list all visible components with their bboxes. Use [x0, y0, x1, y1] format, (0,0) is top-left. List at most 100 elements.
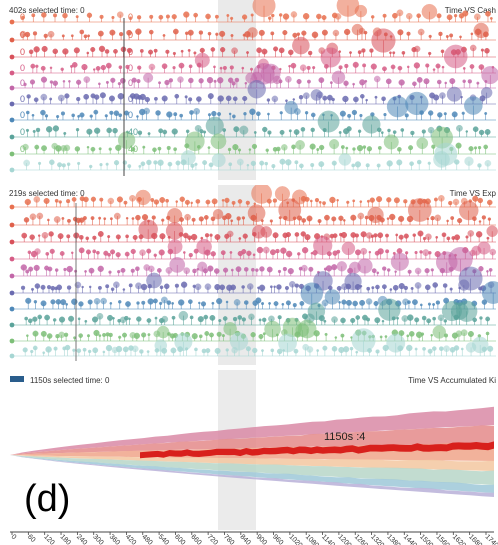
event-bubble[interactable]	[301, 218, 306, 223]
event-bubble[interactable]	[302, 92, 310, 100]
event-bubble[interactable]	[189, 315, 194, 320]
event-bubble[interactable]	[122, 332, 128, 338]
event-bubble[interactable]	[60, 299, 67, 306]
event-bubble[interactable]	[200, 236, 204, 240]
event-bubble[interactable]	[246, 250, 252, 257]
event-bubble[interactable]	[241, 66, 245, 70]
event-bubble[interactable]	[346, 299, 352, 306]
event-bubble[interactable]	[153, 199, 160, 205]
event-bubble[interactable]	[63, 332, 69, 337]
highlighted-stream-layer[interactable]	[140, 441, 494, 459]
event-bubble[interactable]	[249, 108, 256, 115]
event-bubble[interactable]	[340, 317, 346, 324]
event-bubble[interactable]	[432, 303, 436, 306]
event-bubble[interactable]	[422, 249, 430, 257]
event-bubble[interactable]	[264, 161, 269, 166]
event-bubble[interactable]	[139, 249, 146, 256]
event-bubble[interactable]	[78, 333, 83, 338]
event-bubble[interactable]	[46, 285, 52, 290]
event-bubble[interactable]	[487, 345, 494, 352]
event-bubble[interactable]	[214, 234, 221, 240]
event-bubble[interactable]	[292, 36, 310, 55]
event-bubble[interactable]	[111, 15, 115, 20]
event-bubble[interactable]	[309, 143, 316, 150]
event-bubble[interactable]	[362, 145, 367, 149]
event-bubble[interactable]	[49, 97, 53, 101]
event-bubble[interactable]	[264, 320, 281, 338]
event-bubble[interactable]	[98, 82, 101, 86]
event-bubble[interactable]	[155, 110, 161, 116]
event-bubble[interactable]	[256, 246, 264, 254]
timeline-row[interactable]	[9, 247, 496, 279]
event-bubble[interactable]	[92, 316, 99, 323]
event-bubble[interactable]	[282, 30, 288, 36]
event-bubble[interactable]	[180, 150, 196, 166]
event-bubble[interactable]	[292, 216, 297, 221]
event-bubble[interactable]	[271, 95, 279, 103]
event-bubble[interactable]	[37, 161, 42, 165]
event-bubble[interactable]	[99, 197, 104, 202]
event-bubble[interactable]	[110, 249, 116, 255]
event-bubble[interactable]	[161, 296, 168, 304]
event-bubble[interactable]	[104, 114, 108, 118]
event-bubble[interactable]	[419, 303, 423, 307]
stream-layer[interactable]	[10, 425, 494, 455]
event-bubble[interactable]	[66, 234, 71, 239]
event-bubble[interactable]	[86, 12, 93, 18]
event-bubble[interactable]	[410, 286, 414, 290]
event-bubble[interactable]	[168, 78, 174, 83]
stream-layer[interactable]	[10, 455, 494, 471]
event-bubble[interactable]	[334, 336, 338, 339]
event-bubble[interactable]	[444, 81, 448, 85]
event-bubble[interactable]	[352, 82, 355, 86]
event-bubble[interactable]	[485, 316, 491, 322]
event-bubble[interactable]	[398, 234, 404, 240]
event-bubble[interactable]	[273, 46, 279, 52]
event-bubble[interactable]	[251, 185, 272, 204]
event-bubble[interactable]	[461, 111, 465, 115]
event-bubble[interactable]	[211, 301, 215, 305]
event-bubble[interactable]	[193, 12, 199, 18]
event-bubble[interactable]	[59, 251, 65, 256]
event-bubble[interactable]	[34, 144, 40, 150]
event-bubble[interactable]	[407, 314, 414, 321]
event-bubble[interactable]	[184, 199, 190, 205]
event-bubble[interactable]	[455, 142, 462, 149]
event-bubble[interactable]	[120, 267, 126, 273]
event-bubble[interactable]	[480, 48, 485, 52]
event-bubble[interactable]	[360, 247, 368, 255]
event-bubble[interactable]	[288, 64, 291, 68]
event-bubble[interactable]	[175, 160, 181, 166]
event-bubble[interactable]	[40, 93, 48, 101]
event-bubble[interactable]	[26, 94, 31, 99]
event-bubble[interactable]	[365, 163, 370, 168]
event-bubble[interactable]	[97, 30, 104, 37]
event-bubble[interactable]	[37, 314, 43, 320]
event-bubble[interactable]	[255, 297, 262, 304]
event-bubble[interactable]	[227, 147, 232, 152]
event-bubble[interactable]	[258, 318, 262, 322]
event-bubble[interactable]	[58, 316, 66, 323]
event-bubble[interactable]	[371, 268, 377, 274]
event-bubble[interactable]	[148, 49, 154, 55]
event-bubble[interactable]	[41, 231, 49, 239]
event-bubble[interactable]	[423, 78, 430, 85]
event-bubble[interactable]	[229, 251, 233, 254]
event-bubble[interactable]	[117, 82, 121, 86]
event-bubble[interactable]	[390, 252, 409, 271]
event-bubble[interactable]	[318, 200, 322, 204]
event-bubble[interactable]	[477, 241, 491, 255]
event-bubble[interactable]	[217, 112, 222, 117]
event-bubble[interactable]	[301, 247, 309, 254]
event-bubble[interactable]	[253, 202, 256, 206]
event-bubble[interactable]	[99, 14, 104, 19]
event-bubble[interactable]	[171, 14, 177, 20]
event-bubble[interactable]	[242, 233, 248, 239]
event-bubble[interactable]	[136, 115, 139, 118]
event-bubble[interactable]	[252, 253, 256, 257]
event-bubble[interactable]	[58, 200, 62, 204]
event-bubble[interactable]	[336, 261, 347, 272]
event-bubble[interactable]	[141, 332, 147, 338]
event-bubble[interactable]	[489, 248, 497, 256]
event-bubble[interactable]	[110, 77, 116, 83]
